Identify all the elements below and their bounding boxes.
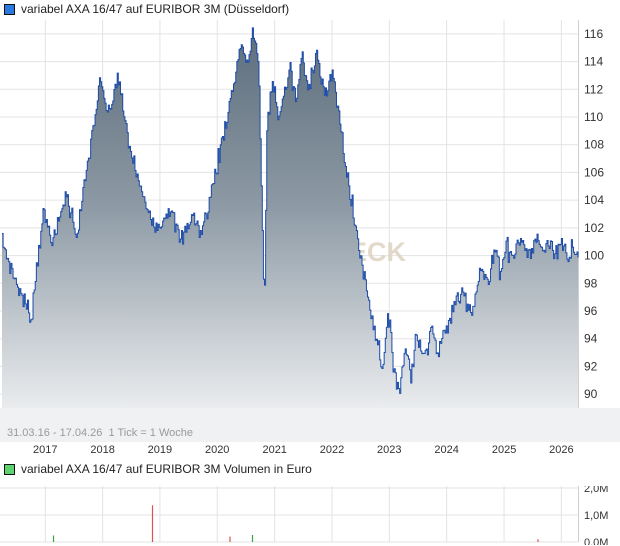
svg-text:1,0M: 1,0M <box>584 510 608 522</box>
svg-text:96: 96 <box>584 304 598 318</box>
svg-text:2026: 2026 <box>549 444 573 456</box>
svg-text:102: 102 <box>584 221 604 235</box>
svg-text:90: 90 <box>584 387 598 401</box>
svg-text:2,0M: 2,0M <box>584 486 608 495</box>
svg-text:2020: 2020 <box>205 444 229 456</box>
svg-text:2017: 2017 <box>33 444 57 456</box>
svg-text:2023: 2023 <box>377 444 401 456</box>
svg-text:2019: 2019 <box>148 444 172 456</box>
svg-text:110: 110 <box>584 110 603 124</box>
svg-text:2018: 2018 <box>90 444 114 456</box>
svg-text:92: 92 <box>584 359 598 373</box>
svg-text:2024: 2024 <box>434 444 458 456</box>
svg-text:0,0M: 0,0M <box>584 537 608 545</box>
svg-text:112: 112 <box>584 82 603 96</box>
svg-text:2022: 2022 <box>320 444 344 456</box>
svg-text:98: 98 <box>584 276 598 290</box>
svg-text:114: 114 <box>584 55 603 69</box>
svg-text:94: 94 <box>584 332 598 346</box>
svg-text:108: 108 <box>584 138 604 152</box>
svg-text:104: 104 <box>584 193 604 207</box>
svg-text:2025: 2025 <box>492 444 516 456</box>
svg-text:116: 116 <box>584 27 603 41</box>
svg-text:106: 106 <box>584 165 604 179</box>
svg-text:100: 100 <box>584 249 604 263</box>
svg-text:2021: 2021 <box>262 444 286 456</box>
